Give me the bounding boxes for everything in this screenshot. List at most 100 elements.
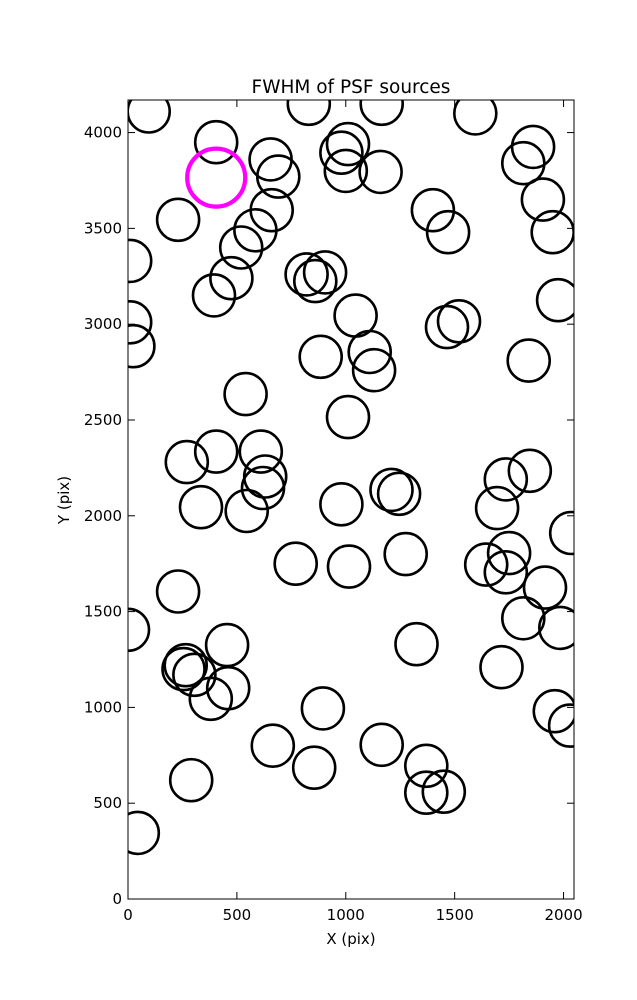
psf-source-marker xyxy=(520,177,566,222)
psf-source-marker xyxy=(319,130,364,175)
psf-source-marker xyxy=(358,149,403,195)
psf-source-marker xyxy=(302,250,348,295)
psf-source-marker xyxy=(209,255,254,301)
psf-source-marker xyxy=(376,471,422,517)
psf-source-marker xyxy=(359,100,404,127)
psf-source-marker xyxy=(483,549,529,595)
x-tick-label: 1500 xyxy=(436,906,474,924)
psf-source-marker xyxy=(500,140,546,186)
psf-source-marker xyxy=(326,544,372,589)
psf-source-marker xyxy=(436,298,482,344)
psf-source-marker xyxy=(204,622,250,668)
psf-source-marker xyxy=(155,197,201,243)
psf-source-marker xyxy=(325,394,371,440)
psf-source-marker xyxy=(474,485,520,531)
y-tick-label: 3500 xyxy=(84,219,122,237)
psf-source-marker xyxy=(273,541,319,587)
psf-source-marker xyxy=(510,124,556,170)
psf-source-marker xyxy=(292,258,338,304)
psf-source-marker xyxy=(486,530,532,576)
psf-source-marker xyxy=(218,225,264,270)
psf-source-marker xyxy=(255,154,301,199)
psf-source-marker xyxy=(193,429,239,474)
psf-source-marker xyxy=(522,565,568,610)
psf-source-marker xyxy=(128,100,171,134)
psf-source-marker xyxy=(233,208,278,253)
y-tick-label: 500 xyxy=(93,794,122,812)
y-tick-label: 0 xyxy=(112,890,122,908)
psf-source-marker xyxy=(193,119,239,165)
psf-source-marker xyxy=(155,569,201,614)
psf-source-marker xyxy=(323,148,369,194)
psf-source-marker xyxy=(163,642,208,688)
psf-source-marker xyxy=(284,252,329,297)
y-tick-label: 1500 xyxy=(84,603,122,621)
psf-source-marker xyxy=(223,371,268,417)
psf-source-marker xyxy=(128,238,153,284)
psf-source-marker xyxy=(347,329,393,375)
x-tick-label: 1000 xyxy=(327,906,365,924)
y-tick-label: 2500 xyxy=(84,411,122,429)
psf-source-marker xyxy=(394,621,439,667)
psf-source-marker xyxy=(547,703,574,748)
psf-source-marker xyxy=(161,646,206,692)
psf-source-marker xyxy=(403,770,449,816)
psf-source-marker xyxy=(168,757,214,803)
psf-source-marker xyxy=(128,323,156,369)
psf-source-marker xyxy=(424,304,470,350)
y-tick-label: 4000 xyxy=(84,124,122,142)
psf-source-marker xyxy=(248,137,293,182)
psf-source-marker xyxy=(506,338,552,383)
psf-source-marker xyxy=(250,723,296,769)
y-tick-label: 3000 xyxy=(84,315,122,333)
psf-source-marker xyxy=(532,688,574,734)
highlighted-psf-source-marker xyxy=(185,146,248,209)
x-axis-label: X (pix) xyxy=(326,930,375,948)
psf-source-marker xyxy=(359,722,405,768)
psf-source-marker xyxy=(403,743,449,789)
psf-source-marker xyxy=(191,273,237,318)
psf-source-marker xyxy=(538,605,574,651)
psf-source-marker xyxy=(300,686,346,731)
psf-source-marker xyxy=(291,745,337,791)
psf-source-marker xyxy=(172,652,217,698)
psf-source-marker xyxy=(410,187,456,233)
psf-source-marker xyxy=(548,510,574,556)
y-tick-label: 2000 xyxy=(84,507,122,525)
psf-source-marker xyxy=(128,300,153,345)
psf-source-marker xyxy=(286,100,332,127)
psf-source-marker xyxy=(128,810,161,856)
psf-source-marker xyxy=(507,448,553,494)
x-tick-label: 0 xyxy=(123,906,133,924)
psf-source-marker xyxy=(240,465,286,511)
plot-frame xyxy=(127,99,575,900)
chart-marks xyxy=(128,100,574,856)
psf-source-marker xyxy=(325,121,371,167)
y-tick-label: 1000 xyxy=(84,698,122,716)
psf-source-marker xyxy=(479,644,524,690)
psf-source-marker xyxy=(425,209,471,255)
psf-source-marker xyxy=(535,277,574,323)
psf-source-marker xyxy=(298,334,344,380)
psf-source-marker xyxy=(319,481,364,527)
psf-source-marker xyxy=(178,484,224,530)
psf-source-marker xyxy=(164,439,210,485)
psf-source-marker xyxy=(421,769,467,815)
psf-source-marker xyxy=(238,429,284,474)
psf-source-marker xyxy=(383,531,429,577)
psf-source-marker xyxy=(128,607,151,653)
x-tick-label: 500 xyxy=(223,906,252,924)
psf-source-marker xyxy=(463,542,509,587)
psf-source-marker xyxy=(500,595,546,641)
psf-source-marker xyxy=(188,676,234,722)
psf-source-marker xyxy=(224,488,269,534)
y-axis-label: Y (pix) xyxy=(55,476,73,525)
chart-title: FWHM of PSF sources xyxy=(252,77,451,98)
psf-source-marker xyxy=(351,347,397,393)
psf-source-marker xyxy=(369,467,414,513)
chart-axes: 0 500 1000 1500 2000 0 500 1000 1500 2000 2500 3000… xyxy=(84,99,583,924)
x-tick-label: 2000 xyxy=(544,906,582,924)
psf-source-marker xyxy=(453,100,498,136)
psf-source-marker xyxy=(483,457,529,502)
